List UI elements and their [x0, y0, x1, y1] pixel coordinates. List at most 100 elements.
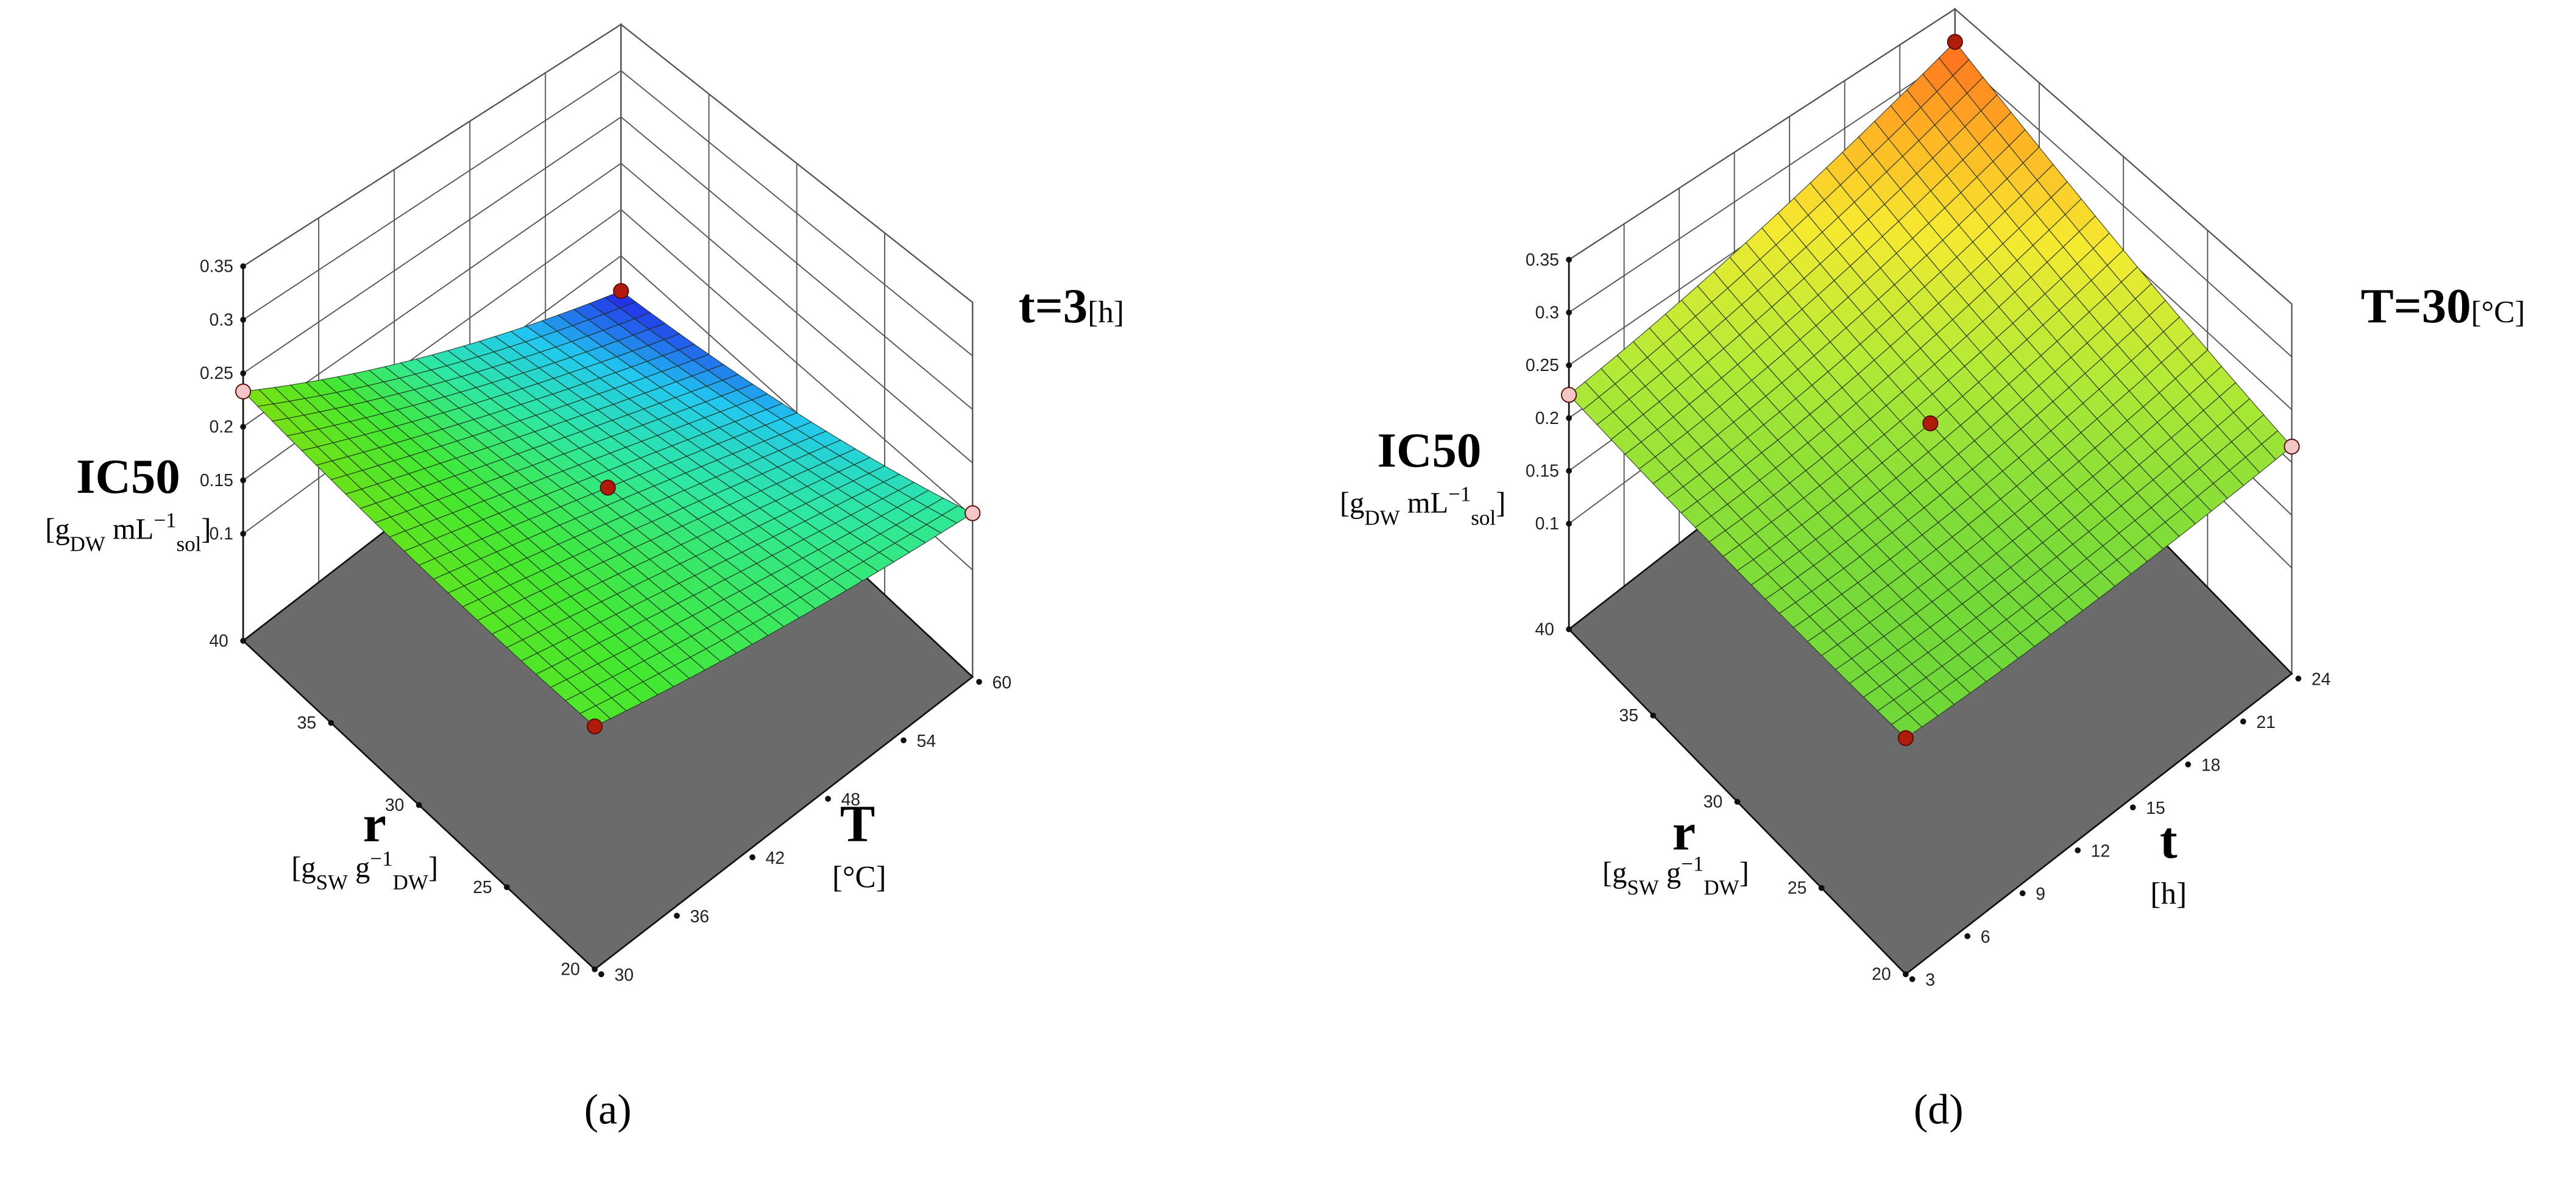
x-tick: [1650, 712, 1657, 719]
y-tick-label: 36: [690, 906, 709, 926]
z-tick-label: 0.35: [1526, 250, 1559, 269]
x-tick: [1818, 885, 1825, 891]
design-point: [1561, 387, 1577, 403]
y-tick-label: 54: [917, 731, 936, 750]
x-tick: [328, 719, 334, 726]
x-tick: [1734, 799, 1741, 805]
y-tick: [2075, 847, 2081, 853]
y-tick: [2019, 890, 2026, 897]
z-axis-unit-part: −1: [1448, 482, 1471, 506]
x-tick-label: 25: [1788, 878, 1806, 897]
y-axis-unit: [h]: [2150, 876, 2187, 911]
x-tick-label: 20: [561, 959, 579, 979]
x-tick-label: 40: [209, 630, 228, 650]
z-tick-label: 0.2: [210, 417, 233, 436]
design-point: [235, 383, 252, 400]
y-tick-label: 60: [993, 673, 1011, 692]
x-axis-unit-part: SW: [1627, 875, 1658, 899]
x-axis-unit: [gSW g−1DW]: [291, 847, 438, 894]
x-tick: [592, 966, 598, 973]
x-axis-unit-part: ]: [428, 852, 438, 884]
x-axis-unit-part: g: [348, 852, 370, 884]
z-axis-unit-part: −1: [154, 508, 176, 532]
z-axis-unit-part: ]: [1496, 487, 1506, 520]
y-axis-unit: [°C]: [832, 860, 886, 894]
y-tick-label: 6: [1981, 927, 1990, 947]
z-tick-label: 0.25: [200, 363, 233, 383]
z-axis-unit-part: [g: [45, 514, 69, 546]
y-tick: [2295, 676, 2302, 682]
y-tick-label: 15: [2146, 798, 2165, 818]
x-axis-unit-part: SW: [316, 870, 348, 894]
z-axis-unit-part: mL: [1400, 487, 1449, 520]
y-tick-label: 9: [2036, 884, 2045, 903]
x-tick: [1903, 971, 1909, 978]
x-axis-label: r: [1672, 802, 1696, 861]
y-tick: [825, 796, 831, 802]
z-tick-label: 0.1: [210, 524, 233, 543]
y-tick-label: 30: [614, 965, 633, 984]
x-axis-unit-part: g: [1659, 856, 1681, 889]
x-tick-label: 20: [1872, 964, 1891, 984]
x-axis-unit-part: −1: [1681, 852, 1704, 875]
x-axis-unit: [gSW g−1DW]: [1602, 852, 1749, 899]
surface-cell: [579, 705, 612, 727]
y-tick: [2240, 718, 2246, 725]
z-axis-unit: [gDW mL−1sol]: [1340, 482, 1506, 529]
z-axis-unit-part: DW: [1364, 506, 1399, 529]
fixed-factor-value: t=3: [1019, 279, 1088, 333]
x-axis-label: r: [363, 794, 386, 853]
x-tick: [416, 802, 422, 808]
design-point: [600, 479, 616, 496]
z-axis-unit-part: sol: [1471, 506, 1496, 529]
y-tick-label: 42: [766, 848, 785, 867]
panel-label: (a): [584, 1087, 632, 1134]
y-tick: [1909, 976, 1916, 983]
y-tick: [598, 971, 604, 978]
x-axis-unit-part: −1: [370, 847, 392, 870]
fixed-factor-unit: [h]: [1088, 295, 1124, 330]
x-tick: [503, 884, 510, 891]
x-tick-label: 35: [1619, 705, 1638, 725]
z-axis-unit-part: [g: [1340, 487, 1364, 520]
surface-cell: [1891, 713, 1923, 739]
z-tick-label: 0.3: [1535, 302, 1559, 322]
z-tick-label: 0.15: [1526, 461, 1559, 480]
y-axis-label: T: [840, 794, 876, 853]
surface-chart: 0.1 0.15 0.2 0.25 0.3 0.35 20 25 30 35 40 30 36 42 48 5…: [45, 23, 1124, 1134]
y-tick: [976, 679, 982, 685]
z-axis-unit-part: mL: [105, 514, 154, 546]
x-tick-label: 25: [473, 877, 492, 897]
x-axis-unit-part: DW: [393, 870, 428, 894]
design-point: [1897, 730, 1914, 746]
fixed-factor-value: T=30: [2361, 279, 2471, 333]
z-tick-label: 0.15: [200, 470, 233, 490]
y-tick: [901, 737, 907, 744]
z-tick-label: 0.3: [210, 309, 233, 329]
x-axis-unit-part: [g: [1602, 856, 1627, 889]
z-axis-unit-part: sol: [177, 532, 202, 556]
design-point: [964, 505, 981, 521]
z-axis-unit: [gDW mL−1sol]: [45, 508, 211, 556]
y-tick-label: 48: [841, 789, 860, 809]
x-tick-label: 30: [1704, 792, 1722, 811]
y-tick-label: 18: [2201, 755, 2220, 775]
y-tick-label: 24: [2312, 669, 2330, 689]
z-axis-label: IC50: [76, 450, 180, 504]
z-tick-label: 0.2: [1535, 408, 1559, 428]
y-axis-unit-part: [h]: [2150, 876, 2187, 911]
z-axis-unit-part: DW: [70, 532, 105, 556]
y-tick-label: 21: [2256, 712, 2275, 732]
y-tick: [674, 913, 680, 919]
x-tick-label: 35: [297, 713, 316, 732]
z-tick-label: 0.25: [1526, 355, 1559, 375]
x-axis-unit-part: DW: [1704, 875, 1739, 899]
x-axis-unit-part: [g: [291, 852, 316, 884]
fixed-factor: t=3[h]: [1019, 279, 1124, 333]
y-tick: [2185, 761, 2192, 768]
x-axis-unit-part: ]: [1739, 856, 1749, 889]
design-point: [1947, 34, 1963, 50]
surface-chart: 0.1 0.15 0.2 0.25 0.3 0.35 20 25 30 35 40 3 6 9 12 15 18…: [1340, 7, 2525, 1134]
